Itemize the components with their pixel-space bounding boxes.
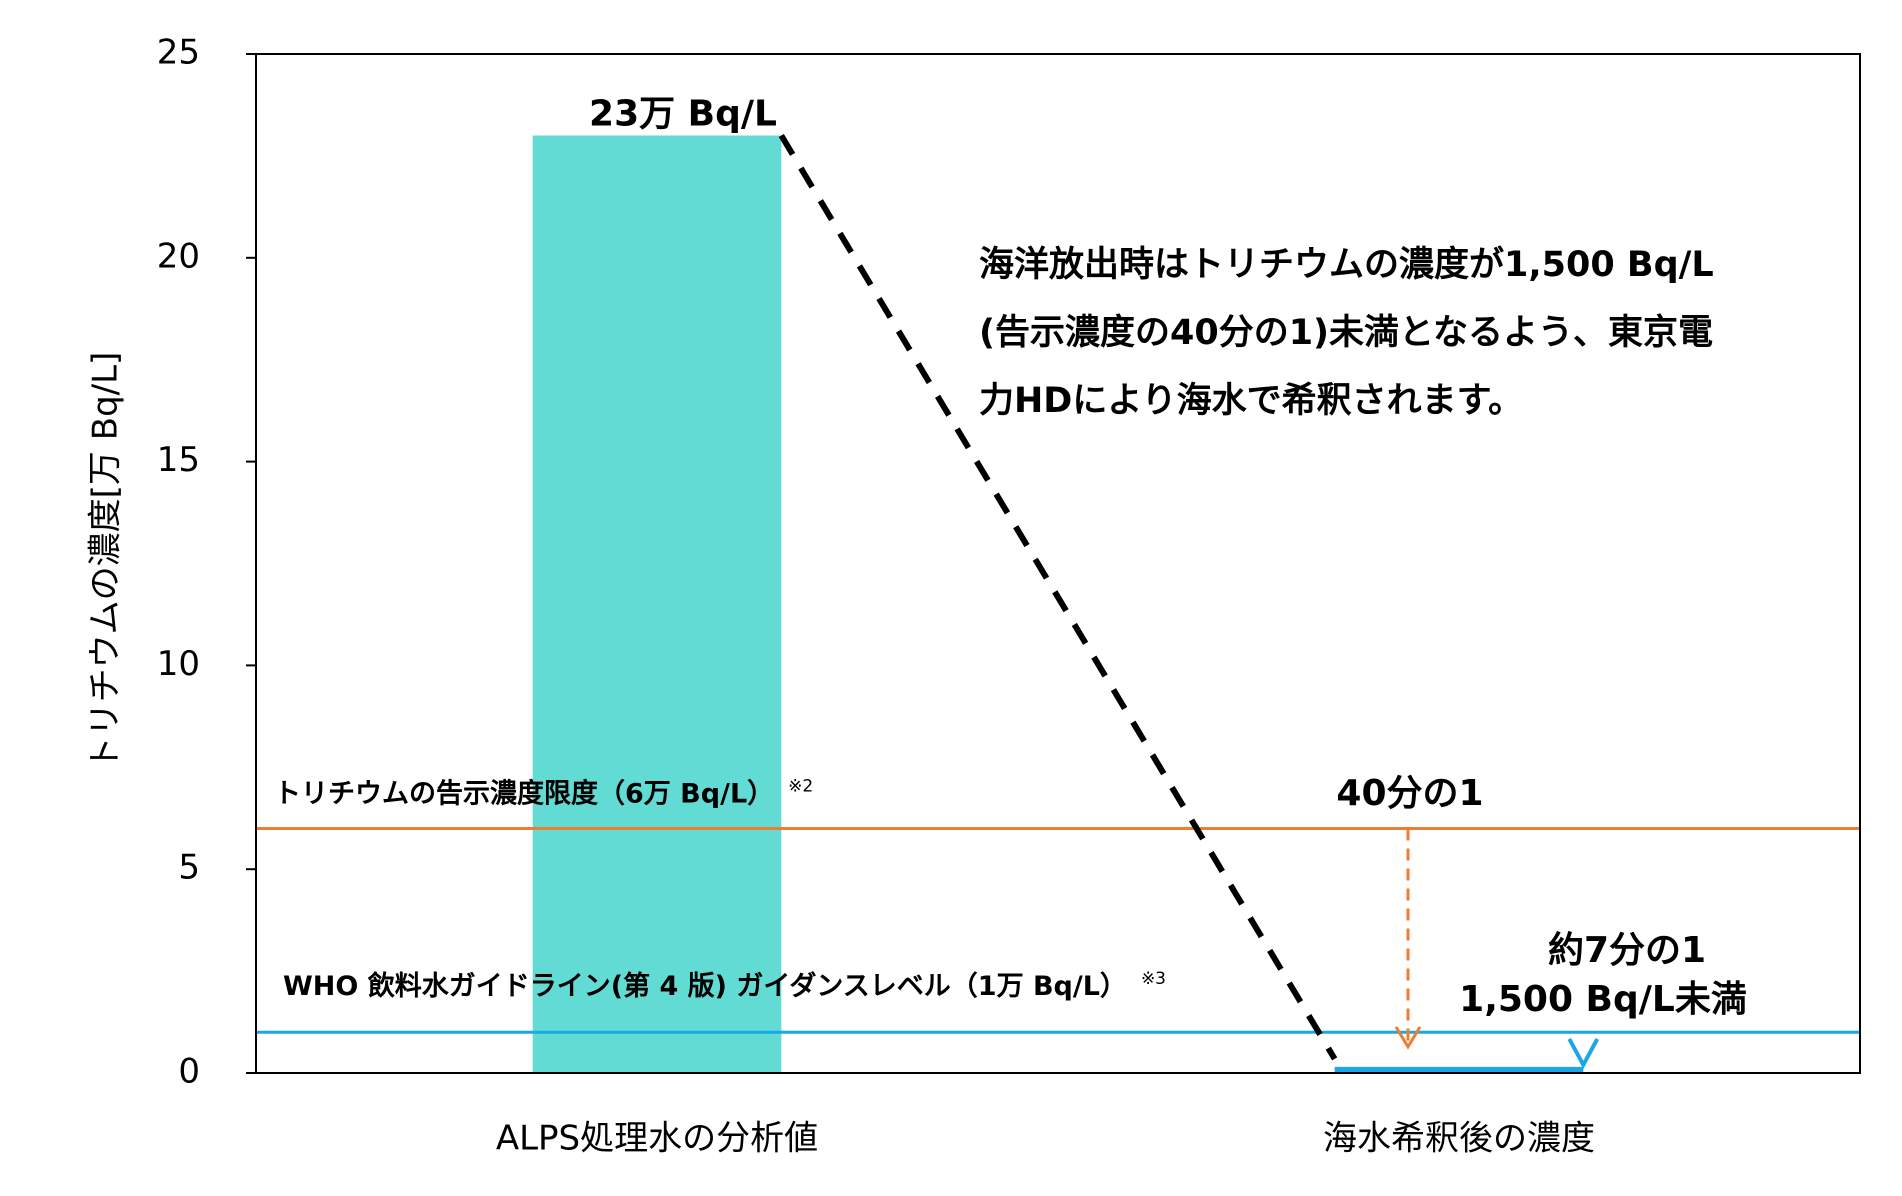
reference-note: ※3	[1141, 969, 1166, 989]
annotation: (告示濃度の40分の1)未満となるよう、東京電	[979, 312, 1713, 353]
arrow-head	[1394, 1026, 1422, 1050]
reference-note: ※2	[788, 776, 813, 796]
bar	[532, 135, 782, 1073]
y-axis-title: トリチウムの濃度[万 Bq/L]	[86, 352, 126, 771]
reference-label-text: トリチウムの告示濃度限度（6万 Bq/L）	[274, 777, 774, 809]
y-tick-label: 20	[157, 236, 200, 276]
y-tick-label: 0	[178, 1052, 200, 1092]
y-tick-label: 25	[157, 33, 200, 73]
y-tick-label: 5	[178, 848, 200, 888]
bar	[1334, 1066, 1584, 1073]
ratio-label: 40分の1	[1336, 773, 1483, 814]
connector	[778, 133, 1338, 1061]
value-label: 23万 Bq/L	[589, 94, 777, 135]
annotation: 海洋放出時はトリチウムの濃度が1,500 Bq/L	[979, 245, 1714, 285]
plot-frame	[255, 53, 1861, 1074]
y-tick-label: 15	[157, 440, 200, 480]
annotation: 力HDにより海水で希釈されます。	[979, 381, 1523, 421]
reference-label: トリチウムの告示濃度限度（6万 Bq/L） ※2	[274, 776, 813, 809]
y-tick-label: 10	[157, 644, 200, 684]
x-tick-label: 海水希釈後の濃度	[1323, 1119, 1595, 1159]
value-label: 1,500 Bq/L未満	[1459, 979, 1747, 1020]
reference-label: WHO 飲料水ガイドライン(第 4 版) ガイダンスレベル（1万 Bq/L） ※3	[283, 969, 1166, 1002]
arrow-head	[1567, 1037, 1600, 1070]
reference-label-text: WHO 飲料水ガイドライン(第 4 版) ガイダンスレベル（1万 Bq/L）	[283, 970, 1127, 1002]
ratio-label: 約7分の1	[1548, 930, 1706, 971]
x-tick-label: ALPS処理水の分析値	[496, 1119, 818, 1159]
